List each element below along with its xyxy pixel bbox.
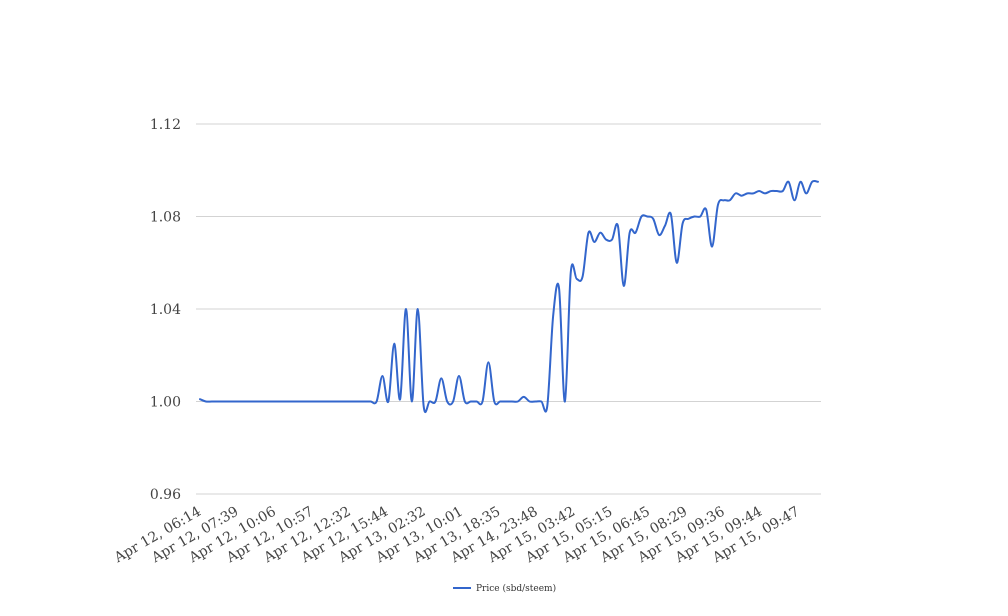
y-tick-label: 1.12 — [150, 117, 181, 133]
gridlines — [196, 123, 821, 495]
y-tick-label: 0.96 — [150, 487, 181, 503]
legend: Price (sbd/steem) — [453, 583, 556, 594]
legend-label-price: Price (sbd/steem) — [476, 583, 556, 594]
series-line-price — [199, 179, 819, 414]
series-layer — [199, 179, 819, 414]
y-tick-label: 1.08 — [150, 210, 181, 226]
y-tick-label: 1.04 — [150, 302, 181, 318]
y-axis-tick-labels: 0.96 1.00 1.04 1.08 1.12 — [150, 117, 181, 503]
y-tick-label: 1.00 — [150, 395, 181, 411]
